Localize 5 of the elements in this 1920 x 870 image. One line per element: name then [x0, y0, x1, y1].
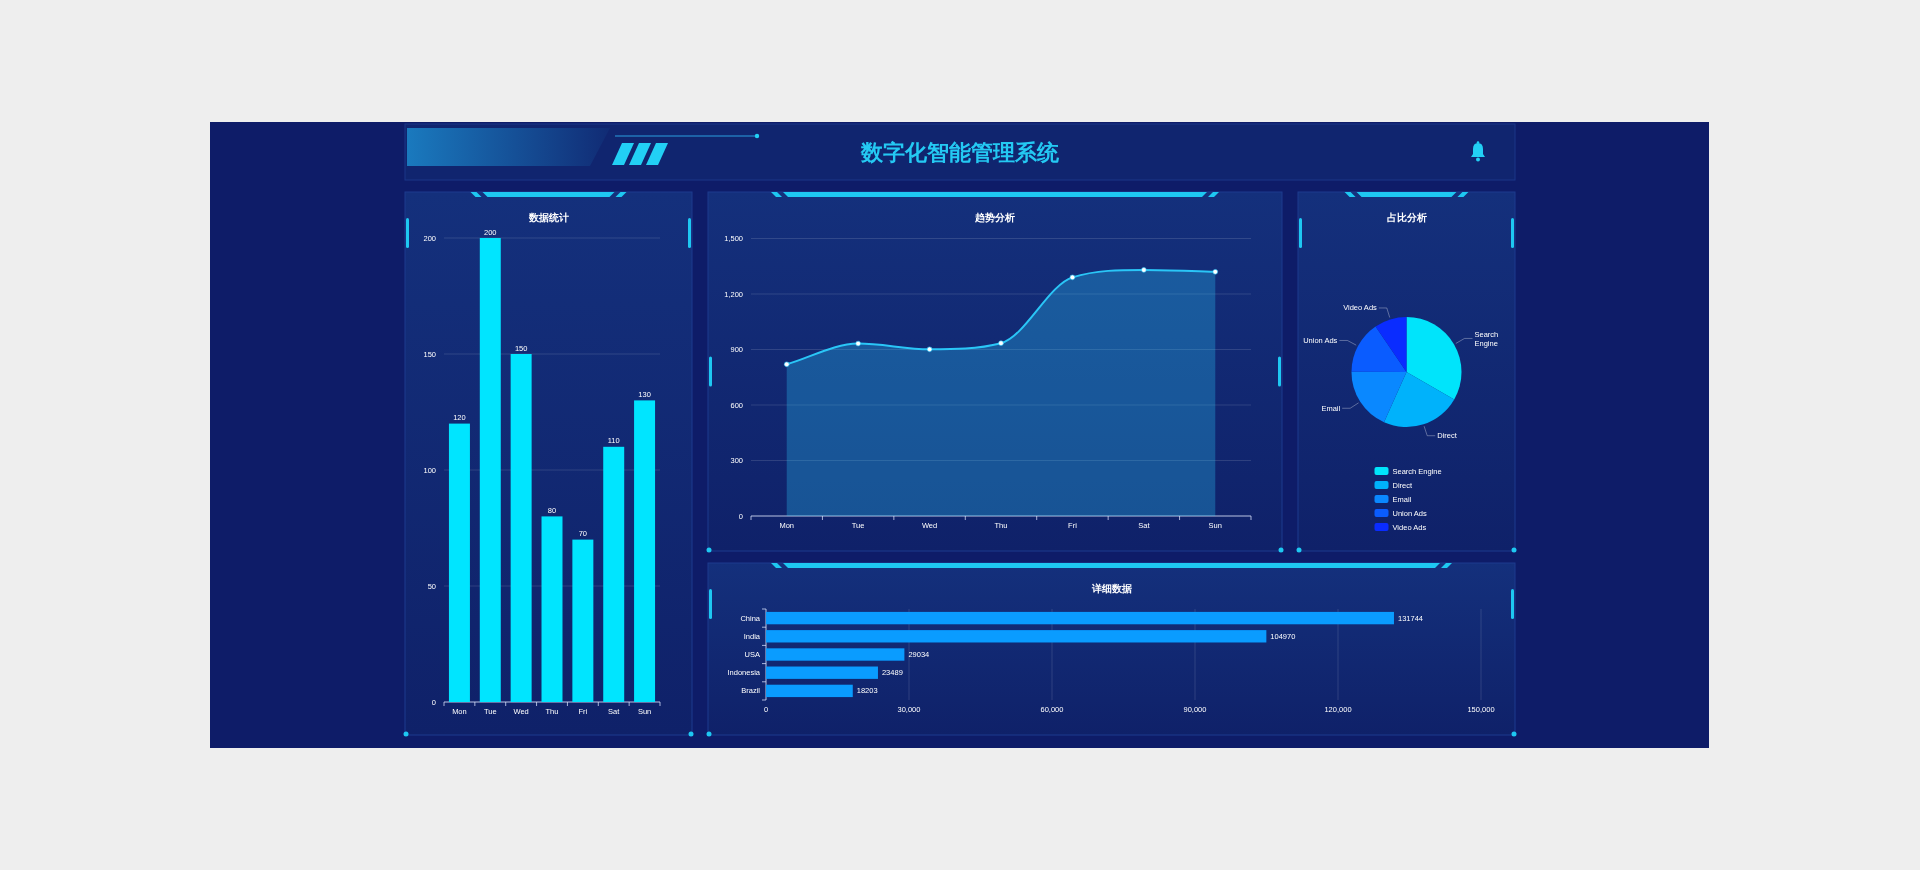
title: 数据统计 — [528, 211, 569, 223]
title: 详细数据 — [1091, 582, 1132, 594]
title: 趋势分析 — [975, 211, 1015, 223]
title: 占比分析 — [1386, 211, 1427, 223]
title: 数字化智能管理系统 — [861, 139, 1059, 165]
